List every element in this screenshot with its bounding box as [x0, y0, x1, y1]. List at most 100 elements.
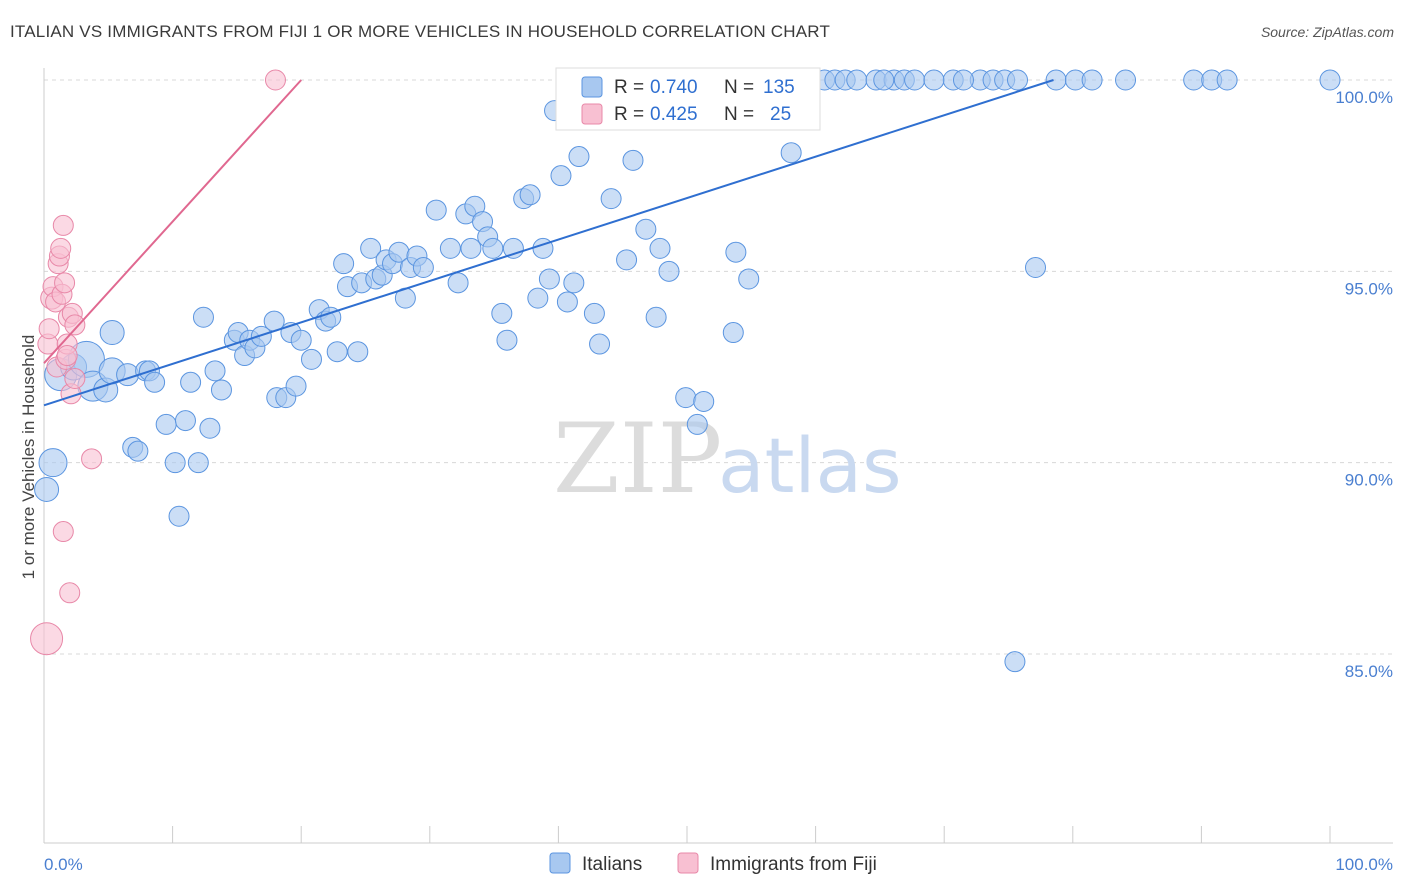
italians-point [1007, 69, 1029, 91]
italians-point [187, 452, 209, 474]
italians-point [250, 325, 272, 347]
italians-point [127, 440, 149, 462]
italians-point [285, 375, 307, 397]
italians-point [491, 302, 513, 324]
italians-point [99, 320, 125, 346]
fiji-point [54, 272, 76, 294]
y-tick-label: 90.0% [1345, 471, 1393, 490]
italians-point [204, 360, 226, 382]
legend-bottom-swatch-fiji [677, 852, 699, 874]
italians-point [1045, 69, 1067, 91]
italians-point [616, 249, 638, 271]
legend-n-value-italians: 135 [763, 77, 795, 98]
fiji-point [64, 367, 86, 389]
italians-point [738, 268, 760, 290]
italians-point [192, 306, 214, 328]
italians-point [1025, 257, 1047, 279]
fiji-point [30, 622, 64, 656]
fiji-point [50, 237, 72, 259]
italians-point [496, 329, 518, 351]
fiji-point [52, 214, 74, 236]
italians-point [38, 448, 68, 478]
fiji-point [59, 582, 81, 604]
trend-line-italians [43, 79, 1054, 407]
italians-point [1319, 69, 1341, 91]
italians-point [635, 218, 657, 240]
trend-lines [43, 79, 1054, 407]
legend-bottom: Italians Immigrants from Fiji [549, 852, 877, 875]
series-fiji-points [30, 69, 286, 656]
italians-point [210, 379, 232, 401]
italians-point [519, 184, 541, 206]
y-tick-label: 100.0% [1335, 88, 1393, 107]
legend-swatch-italians [581, 76, 603, 98]
italians-point [164, 452, 186, 474]
legend-top: R = 0.740 N = 135 R = 0.425 N = 25 [555, 67, 821, 131]
italians-point [290, 329, 312, 351]
legend-r-value-fiji: 0.425 [650, 104, 698, 125]
legend-swatch-fiji [581, 103, 603, 125]
x-tick-label-max: 100.0% [1335, 855, 1393, 874]
italians-point [116, 363, 140, 387]
legend-bottom-label-fiji: Immigrants from Fiji [710, 854, 877, 875]
y-tick-label: 95.0% [1345, 279, 1393, 298]
italians-point [658, 260, 680, 282]
italians-point [412, 257, 434, 279]
italians-point [199, 417, 221, 439]
italians-point [600, 188, 622, 210]
watermark-atlas: atlas [718, 421, 902, 510]
legend-r-value-italians: 0.740 [650, 77, 698, 98]
italians-point [326, 341, 348, 363]
italians-point [550, 165, 572, 187]
italians-point [649, 237, 671, 259]
chart-title: ITALIAN VS IMMIGRANTS FROM FIJI 1 OR MOR… [10, 22, 831, 41]
italians-point [527, 287, 549, 309]
italians-point [360, 237, 382, 259]
italians-point [923, 69, 945, 91]
legend-n-label-fiji: N = [724, 104, 754, 125]
watermark: ZIP atlas [553, 403, 902, 515]
y-tick-labels: 85.0% 90.0% 95.0% 100.0% [1335, 88, 1393, 681]
italians-point [589, 333, 611, 355]
italians-point [460, 237, 482, 259]
italians-point [556, 291, 578, 313]
legend-n-value-fiji: 25 [770, 104, 791, 125]
legend-bottom-swatch-italians [549, 852, 571, 874]
legend-bottom-label-italians: Italians [582, 854, 642, 875]
italians-point [1183, 69, 1205, 91]
italians-point [563, 272, 585, 294]
italians-point [1004, 651, 1026, 673]
italians-point [447, 272, 469, 294]
fiji-point [81, 448, 103, 470]
italians-point [675, 387, 697, 409]
italians-point [904, 69, 926, 91]
italians-point [425, 199, 447, 221]
italians-point [347, 341, 369, 363]
italians-point [693, 390, 715, 412]
x-tick-label-min: 0.0% [44, 855, 83, 874]
fiji-point [264, 69, 286, 91]
italians-point [174, 410, 196, 432]
fiji-point [38, 318, 60, 340]
italians-point [180, 371, 202, 393]
italians-point [1216, 69, 1238, 91]
italians-point [873, 69, 895, 91]
italians-point [952, 69, 974, 91]
italians-point [155, 413, 177, 435]
italians-point [482, 237, 504, 259]
grid-lines [44, 79, 1393, 655]
legend-n-label-italians: N = [724, 77, 754, 98]
fiji-point [64, 314, 86, 336]
italians-point [144, 371, 166, 393]
italians-point [1115, 69, 1137, 91]
y-axis-label: 1 or more Vehicles in Household [19, 335, 38, 580]
legend-r-label-italians: R = [614, 77, 644, 98]
trend-line-fiji [43, 79, 302, 364]
source-label: Source: ZipAtlas.com [1260, 24, 1394, 40]
series-italians-points [34, 69, 1341, 673]
italians-point [300, 348, 322, 370]
italians-point [725, 241, 747, 263]
italians-point [568, 146, 590, 168]
italians-point [645, 306, 667, 328]
